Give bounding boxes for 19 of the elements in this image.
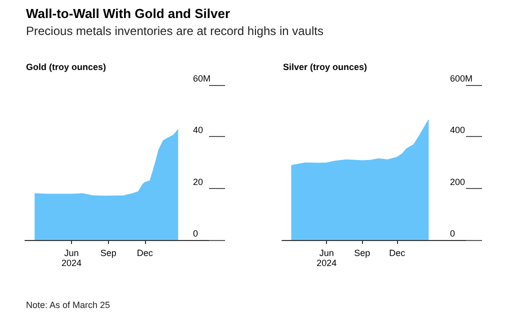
text: Note: As of March 25 bbox=[26, 300, 110, 310]
y-tick-label: 600M bbox=[450, 74, 473, 84]
y-tick-label: 200 bbox=[450, 176, 466, 187]
y-tick-label: 20 bbox=[193, 176, 204, 187]
y-axis-title: Silver (troy ounces) bbox=[283, 62, 368, 72]
y-tick-label: 0 bbox=[450, 228, 456, 238]
y-tick-label: 0 bbox=[193, 228, 198, 238]
y-tick-label: 60M bbox=[193, 74, 211, 84]
x-tick-label: Dec bbox=[389, 248, 406, 258]
chart-title: Wall-to-Wall With Gold and Silver bbox=[26, 6, 230, 21]
chart-subtitle: Precious metals inventories are at record highs in vaults bbox=[26, 24, 324, 38]
x-tick-label: Jun 2024 bbox=[316, 248, 337, 268]
x-tick-label: Sep bbox=[354, 248, 370, 258]
x-tick-label: Dec bbox=[136, 248, 154, 258]
y-axis-title: Gold (troy ounces) bbox=[26, 62, 106, 72]
y-tick-label: 40 bbox=[193, 125, 204, 136]
x-tick-label: Jun 2024 bbox=[61, 248, 82, 268]
x-tick-label: Sep bbox=[100, 248, 116, 258]
y-tick-label: 400 bbox=[450, 125, 466, 136]
